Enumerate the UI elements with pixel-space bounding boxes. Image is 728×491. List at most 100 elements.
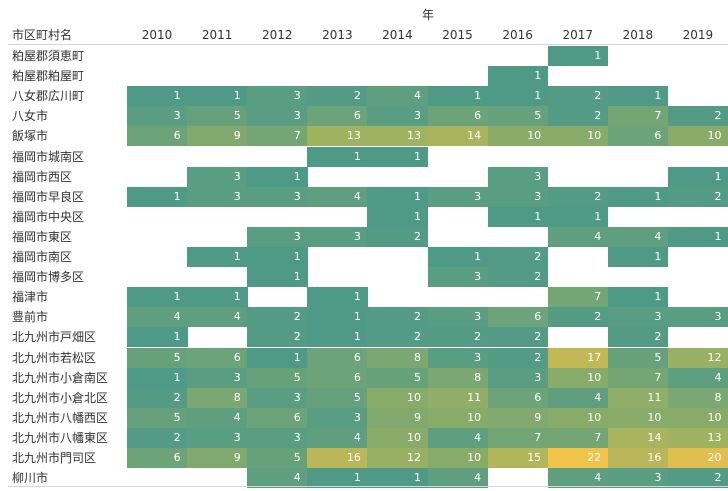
heatmap-cell[interactable]: 6 (307, 347, 368, 368)
heatmap-cell[interactable]: 4 (307, 427, 368, 448)
heatmap-cell[interactable]: 6 (487, 307, 549, 328)
heatmap-cell[interactable]: 3 (367, 106, 428, 127)
heatmap-cell[interactable]: 7 (487, 427, 549, 448)
heatmap-cell[interactable]: 11 (607, 387, 669, 408)
heatmap-cell[interactable]: 8 (667, 387, 728, 408)
heatmap-cell[interactable]: 8 (187, 387, 248, 408)
heatmap-cell[interactable]: 1 (247, 347, 308, 368)
heatmap-cell[interactable]: 3 (607, 468, 669, 489)
heatmap-cell[interactable]: 3 (307, 226, 368, 247)
heatmap-cell[interactable]: 3 (247, 226, 308, 247)
heatmap-cell[interactable]: 5 (367, 367, 428, 388)
heatmap-cell[interactable]: 3 (427, 186, 489, 207)
heatmap-cell[interactable]: 10 (607, 407, 669, 428)
heatmap-cell[interactable]: 4 (547, 468, 609, 489)
heatmap-cell[interactable]: 5 (307, 387, 368, 408)
heatmap-cell[interactable]: 4 (307, 186, 368, 207)
heatmap-cell[interactable]: 1 (367, 186, 428, 207)
heatmap-cell[interactable]: 6 (487, 387, 549, 408)
heatmap-cell[interactable]: 8 (427, 367, 489, 388)
heatmap-cell[interactable]: 2 (307, 86, 368, 107)
heatmap-cell[interactable]: 3 (187, 427, 248, 448)
heatmap-cell[interactable]: 10 (427, 448, 489, 468)
heatmap-cell[interactable]: 3 (607, 307, 669, 328)
heatmap-cell[interactable]: 5 (187, 106, 248, 127)
heatmap-cell[interactable]: 3 (307, 407, 368, 428)
heatmap-cell[interactable]: 3 (247, 387, 308, 408)
heatmap-cell[interactable]: 2 (667, 186, 728, 207)
heatmap-cell[interactable]: 10 (487, 126, 549, 147)
heatmap-cell[interactable]: 3 (487, 166, 549, 187)
heatmap-cell[interactable]: 4 (427, 468, 489, 489)
heatmap-cell[interactable]: 1 (607, 86, 669, 107)
heatmap-cell[interactable]: 4 (367, 86, 428, 107)
heatmap-cell[interactable]: 6 (247, 407, 308, 428)
heatmap-cell[interactable]: 1 (367, 146, 428, 167)
heatmap-cell[interactable]: 2 (247, 307, 308, 328)
heatmap-cell[interactable]: 2 (547, 186, 609, 207)
heatmap-cell[interactable]: 1 (607, 247, 669, 267)
heatmap-cell[interactable]: 1 (367, 206, 428, 227)
heatmap-cell[interactable]: 1 (547, 206, 609, 227)
heatmap-cell[interactable]: 2 (427, 327, 489, 348)
heatmap-cell[interactable]: 4 (667, 367, 728, 388)
heatmap-cell[interactable]: 4 (247, 468, 308, 489)
heatmap-cell[interactable]: 1 (547, 46, 609, 66)
heatmap-cell[interactable]: 1 (607, 287, 669, 308)
heatmap-cell[interactable]: 3 (427, 347, 489, 368)
heatmap-cell[interactable]: 2 (247, 327, 308, 348)
heatmap-cell[interactable]: 1 (127, 86, 188, 107)
heatmap-cell[interactable]: 16 (607, 448, 669, 468)
heatmap-cell[interactable]: 1 (127, 287, 188, 308)
heatmap-cell[interactable]: 1 (307, 468, 368, 489)
heatmap-cell[interactable]: 10 (547, 126, 609, 147)
heatmap-cell[interactable]: 3 (427, 307, 489, 328)
heatmap-cell[interactable]: 3 (667, 307, 728, 328)
heatmap-cell[interactable]: 1 (307, 287, 368, 308)
heatmap-cell[interactable]: 12 (667, 347, 728, 368)
heatmap-cell[interactable]: 1 (247, 166, 308, 187)
heatmap-cell[interactable]: 13 (307, 126, 368, 147)
heatmap-cell[interactable]: 9 (187, 448, 248, 468)
heatmap-cell[interactable]: 3 (247, 106, 308, 127)
heatmap-cell[interactable]: 7 (547, 287, 609, 308)
heatmap-cell[interactable]: 17 (547, 347, 609, 368)
heatmap-cell[interactable]: 16 (307, 448, 368, 468)
heatmap-cell[interactable]: 1 (307, 307, 368, 328)
heatmap-cell[interactable]: 2 (487, 247, 549, 267)
heatmap-cell[interactable]: 1 (127, 186, 188, 207)
heatmap-cell[interactable]: 4 (187, 307, 248, 328)
heatmap-cell[interactable]: 3 (247, 186, 308, 207)
heatmap-cell[interactable]: 2 (487, 347, 549, 368)
heatmap-cell[interactable]: 3 (187, 367, 248, 388)
heatmap-cell[interactable]: 4 (547, 226, 609, 247)
heatmap-cell[interactable]: 1 (247, 267, 308, 288)
heatmap-cell[interactable]: 2 (127, 427, 188, 448)
heatmap-cell[interactable]: 6 (307, 367, 368, 388)
heatmap-cell[interactable]: 9 (487, 407, 549, 428)
heatmap-cell[interactable]: 1 (187, 287, 248, 308)
heatmap-cell[interactable]: 1 (667, 226, 728, 247)
heatmap-cell[interactable]: 4 (607, 226, 669, 247)
heatmap-cell[interactable]: 3 (247, 427, 308, 448)
heatmap-cell[interactable]: 15 (487, 448, 549, 468)
heatmap-cell[interactable]: 10 (367, 427, 428, 448)
heatmap-cell[interactable]: 4 (187, 407, 248, 428)
heatmap-cell[interactable]: 10 (547, 367, 609, 388)
heatmap-cell[interactable]: 1 (187, 86, 248, 107)
heatmap-cell[interactable]: 3 (487, 186, 549, 207)
heatmap-cell[interactable]: 5 (127, 407, 188, 428)
heatmap-cell[interactable]: 13 (367, 126, 428, 147)
heatmap-cell[interactable]: 14 (427, 126, 489, 147)
heatmap-cell[interactable]: 3 (127, 106, 188, 127)
heatmap-cell[interactable]: 4 (427, 427, 489, 448)
heatmap-cell[interactable]: 6 (427, 106, 489, 127)
heatmap-cell[interactable]: 1 (667, 166, 728, 187)
heatmap-cell[interactable]: 10 (427, 407, 489, 428)
heatmap-cell[interactable]: 3 (427, 267, 489, 288)
heatmap-cell[interactable]: 12 (367, 448, 428, 468)
heatmap-cell[interactable]: 1 (307, 327, 368, 348)
heatmap-cell[interactable]: 2 (667, 106, 728, 127)
heatmap-cell[interactable]: 22 (547, 448, 609, 468)
heatmap-cell[interactable]: 1 (187, 247, 248, 267)
